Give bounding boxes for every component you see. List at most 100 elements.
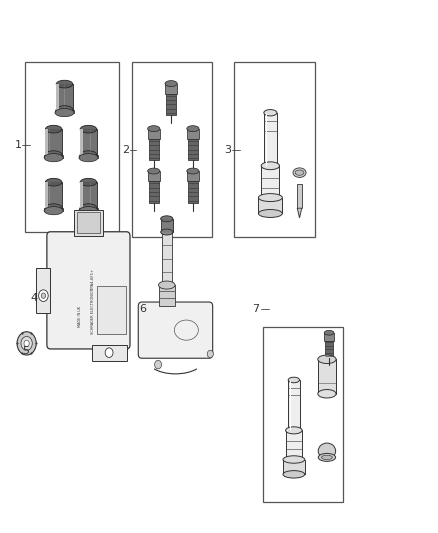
Ellipse shape [148,168,160,174]
Circle shape [41,293,46,298]
Circle shape [24,340,29,346]
Bar [74,209,102,236]
Bar [188,181,198,203]
Circle shape [21,336,32,350]
Bar [25,62,119,232]
Bar [79,155,98,158]
Ellipse shape [318,355,336,364]
Bar [166,93,176,115]
Ellipse shape [170,315,203,345]
Ellipse shape [283,456,305,463]
Bar [187,128,199,139]
Ellipse shape [324,330,334,335]
Text: MADE IN UK: MADE IN UK [78,306,82,327]
Bar [286,430,302,459]
Bar [149,181,159,203]
Bar [165,84,177,93]
Bar [44,208,63,211]
Bar [55,110,74,112]
Ellipse shape [174,320,198,340]
Ellipse shape [258,193,283,201]
Ellipse shape [44,154,63,161]
Bar [79,208,98,211]
Bar [161,219,173,232]
Ellipse shape [264,110,277,116]
Bar [132,62,212,237]
Ellipse shape [46,125,62,133]
Bar [288,380,300,430]
Bar [159,285,175,306]
Ellipse shape [161,229,173,235]
Polygon shape [297,208,302,217]
Bar [262,327,343,503]
Ellipse shape [79,154,98,161]
Circle shape [105,348,113,358]
Circle shape [155,360,162,369]
Bar [92,345,127,361]
Ellipse shape [80,179,97,186]
Ellipse shape [80,125,97,133]
Bar [46,129,62,155]
Ellipse shape [295,170,304,175]
Ellipse shape [321,455,332,459]
Text: 6: 6 [139,304,146,314]
Text: 2: 2 [122,145,129,155]
Ellipse shape [258,209,283,217]
Bar [149,139,159,160]
Circle shape [39,290,48,302]
Bar [187,171,199,181]
Bar [283,459,305,474]
Ellipse shape [46,204,62,212]
Ellipse shape [165,80,177,86]
Bar [56,84,59,110]
Text: 4: 4 [31,293,38,303]
Bar [162,232,172,285]
Bar [80,182,97,208]
Ellipse shape [261,162,279,169]
Ellipse shape [159,281,175,289]
Ellipse shape [79,207,98,215]
Ellipse shape [293,168,306,177]
Ellipse shape [46,151,62,158]
Bar [80,129,97,155]
Ellipse shape [288,377,300,383]
Bar [36,268,50,313]
Ellipse shape [286,427,302,434]
Text: 3: 3 [224,145,231,155]
Text: 1: 1 [14,140,21,150]
Text: SCHRADER ELECTRONICS: SCHRADER ELECTRONICS [91,289,95,334]
Bar [77,212,100,233]
Bar [148,171,160,181]
Bar [325,341,333,358]
Circle shape [17,332,36,355]
Bar [261,166,279,198]
Ellipse shape [318,390,336,398]
Ellipse shape [46,179,62,186]
Bar [148,128,160,139]
Ellipse shape [318,443,336,459]
Text: TPA4-6F1+: TPA4-6F1+ [91,269,95,290]
Circle shape [207,350,213,358]
Bar [234,62,315,237]
FancyBboxPatch shape [138,302,213,358]
Ellipse shape [187,168,199,174]
Ellipse shape [56,106,73,114]
Bar [188,139,198,160]
Text: 7: 7 [252,304,260,314]
Bar [46,129,48,155]
Ellipse shape [283,471,305,478]
Ellipse shape [318,454,336,462]
Bar [97,286,126,334]
Bar [46,182,48,208]
Ellipse shape [148,126,160,132]
Bar [56,84,73,110]
Ellipse shape [44,207,63,215]
Bar [264,113,277,166]
Ellipse shape [56,80,73,88]
Ellipse shape [161,216,173,222]
Ellipse shape [187,126,199,132]
Ellipse shape [80,151,97,158]
Bar [80,129,83,155]
Bar [324,333,334,341]
Bar [297,184,302,208]
